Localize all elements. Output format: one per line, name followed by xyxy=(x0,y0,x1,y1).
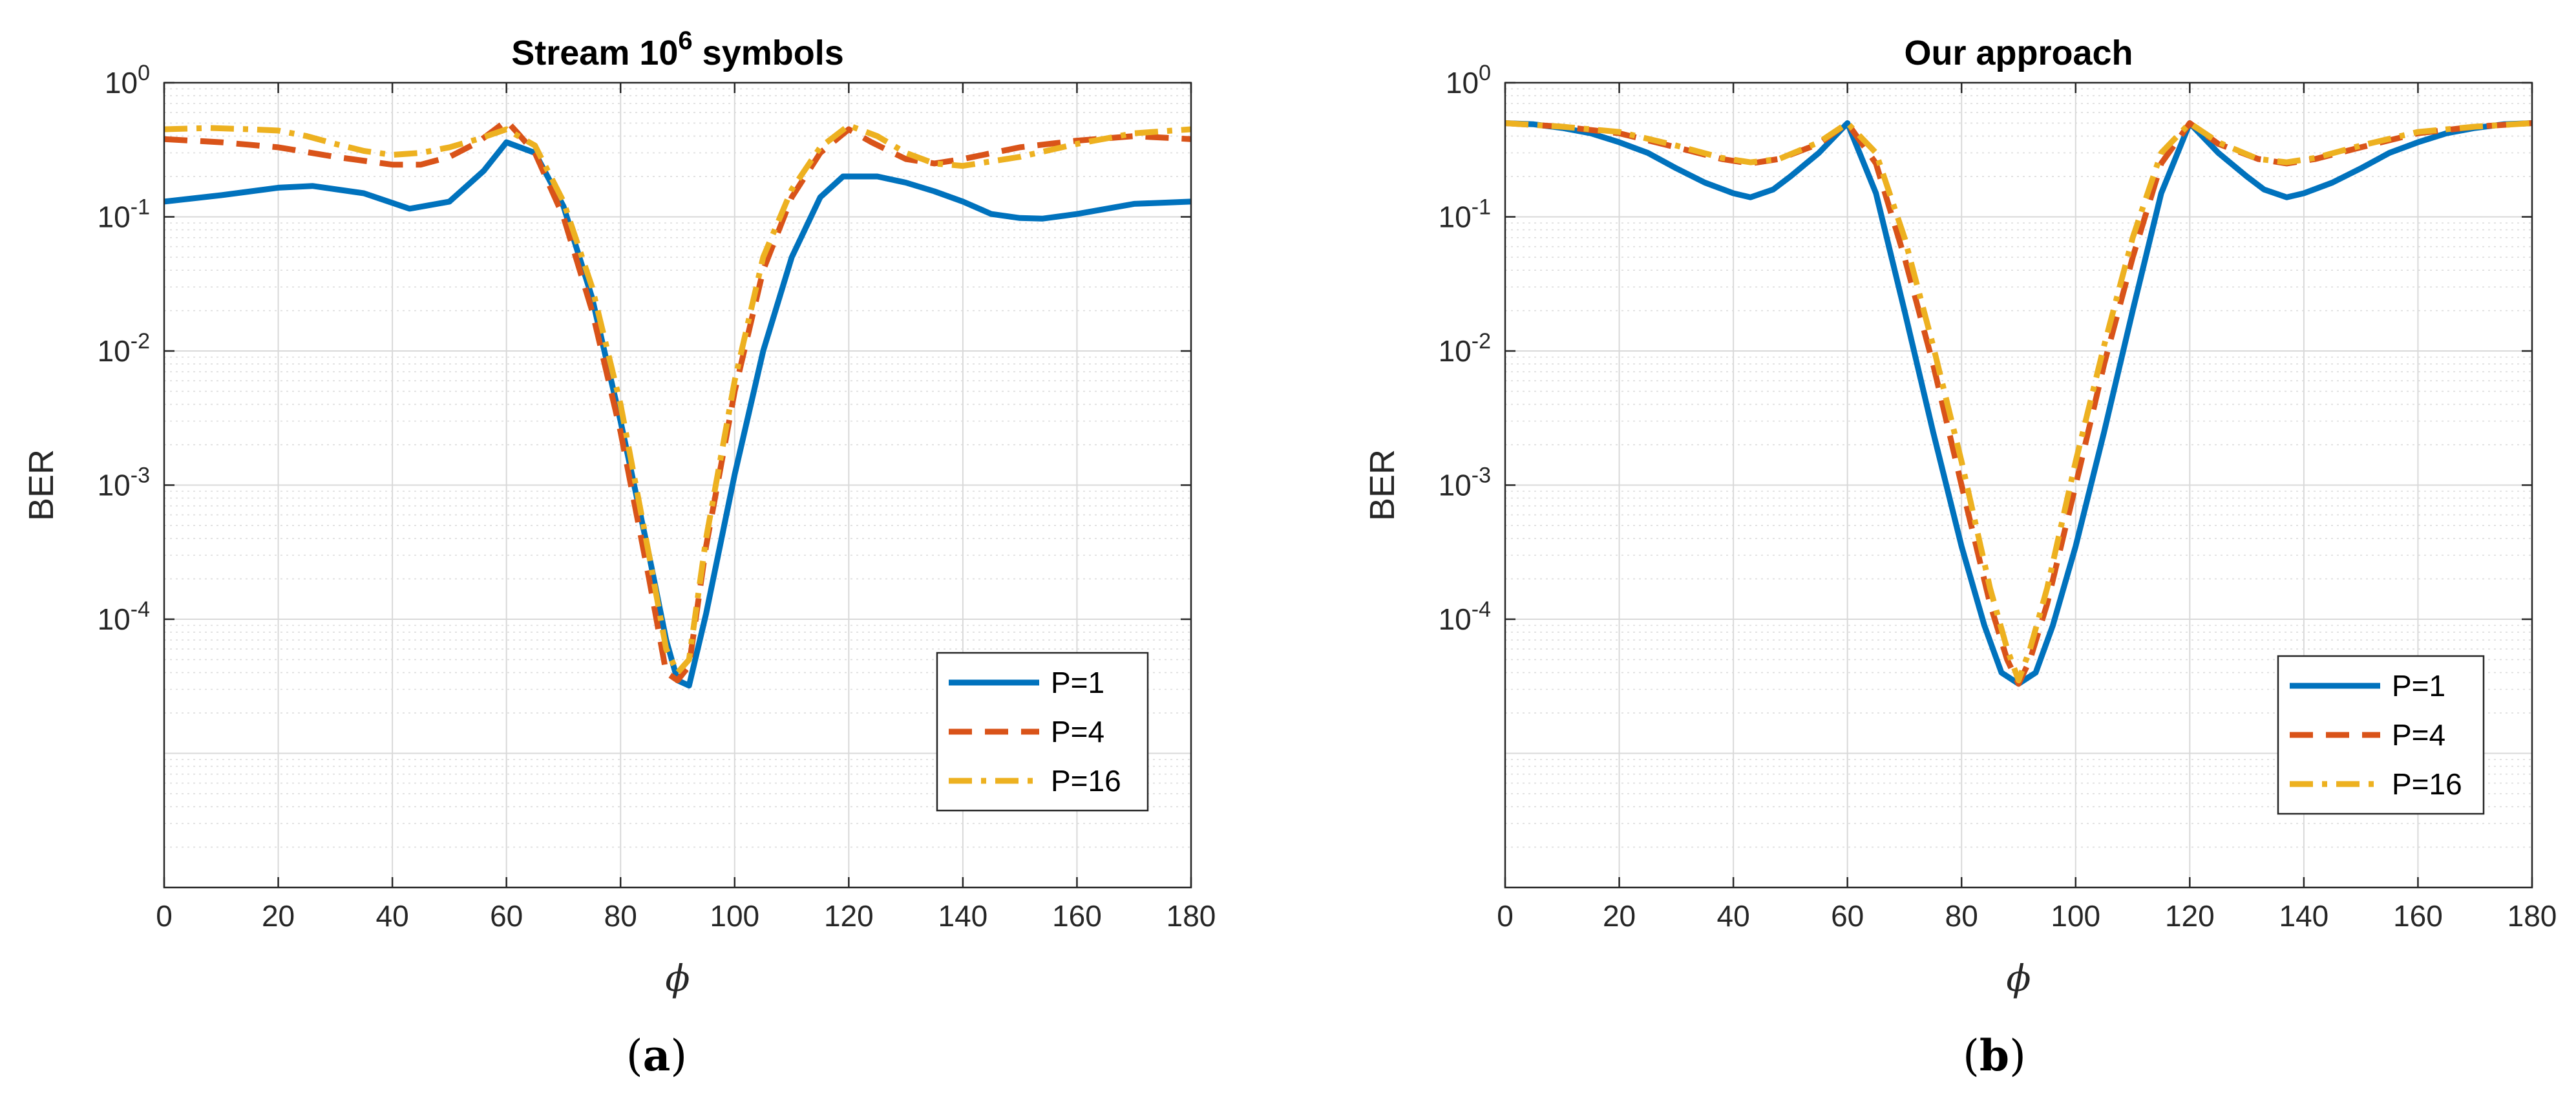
panel-b-x-tick-label: 0 xyxy=(1497,899,1514,933)
panel-a-x-tick-label: 80 xyxy=(604,899,637,933)
panel-a-x-tick-label: 100 xyxy=(710,899,759,933)
panel-b-x-tick-label: 80 xyxy=(1945,899,1978,933)
panel-b-chart: 0 20 40 60 80 100 120 140 160 180 100 10-1 10-2 10-3 1… xyxy=(1363,34,2557,1081)
panel-a-y-tick-label: 10-2 xyxy=(98,329,150,368)
panel-b-x-tick-label: 160 xyxy=(2393,899,2443,933)
panel-a-legend: P=1 P=4 P=16 xyxy=(936,652,1149,812)
panel-a-y-axis-label: BER xyxy=(22,449,61,521)
panel-a-caption: (a) xyxy=(626,1030,687,1081)
panel-b-x-tick-label: 180 xyxy=(2507,899,2557,933)
panel-b-legend: P=1 P=4 P=16 xyxy=(2277,655,2485,815)
panel-a-x-tick-label: 140 xyxy=(938,899,988,933)
panel-a-y-tick-label: 10-1 xyxy=(98,195,150,234)
panel-b-y-tick-label: 100 xyxy=(1446,61,1491,100)
panel-b-series-line-p16 xyxy=(1504,120,2533,684)
panel-a-x-tick-label: 60 xyxy=(490,899,523,933)
panel-b-y-tick-label: 10-1 xyxy=(1439,195,1491,234)
panel-a-series-group xyxy=(164,118,1192,689)
panel-a-y-tick-label: 10-4 xyxy=(98,597,150,636)
panel-a-legend-label: P=1 xyxy=(1051,666,1104,699)
panel-a-legend-box xyxy=(936,652,1149,812)
panel-b-x-tick-label: 20 xyxy=(1603,899,1636,933)
panel-a-series-line-p1 xyxy=(164,139,1192,689)
panel-b-legend-label: P=4 xyxy=(2392,718,2445,752)
panel-b-x-tick-label: 60 xyxy=(1831,899,1864,933)
panel-a-series-line-p16 xyxy=(164,122,1192,676)
panel-a-x-tick-label: 20 xyxy=(262,899,295,933)
panel-b-x-axis-label: ϕ xyxy=(2006,958,2031,1000)
panel-a-x-tick-label: 120 xyxy=(824,899,874,933)
panel-b-caption: (b) xyxy=(1963,1030,2026,1081)
panel-b-legend-label: P=16 xyxy=(2392,767,2462,801)
panel-a-x-axis-label: ϕ xyxy=(665,958,690,1000)
panel-a-x-tick-label: 0 xyxy=(156,899,173,933)
panel-b-y-tick-label: 10-4 xyxy=(1439,597,1491,636)
panel-a-legend-label: P=16 xyxy=(1051,764,1121,798)
panel-a-legend-label: P=4 xyxy=(1051,715,1104,748)
panel-b-x-tick-label: 40 xyxy=(1717,899,1750,933)
panel-a-grid xyxy=(164,83,1191,887)
panel-a-y-tick-label: 10-3 xyxy=(98,463,150,502)
panel-b-legend-label: P=1 xyxy=(2392,669,2445,703)
panel-b-y-tick-label: 10-3 xyxy=(1439,463,1491,502)
panel-a-x-tick-label: 180 xyxy=(1167,899,1216,933)
panel-a-x-tick-label: 40 xyxy=(376,899,409,933)
panel-a-y-tick-label: 100 xyxy=(105,61,150,100)
panel-b-y-axis-label: BER xyxy=(1363,449,1402,521)
panel-b-title: Our approach xyxy=(1904,34,2133,72)
panel-b-y-tick-label: 10-2 xyxy=(1439,329,1491,368)
panel-a-title: Stream 106 symbols xyxy=(511,27,844,72)
panel-b-x-tick-label: 140 xyxy=(2279,899,2329,933)
panel-b-x-tick-label: 100 xyxy=(2051,899,2100,933)
panel-b-series-group xyxy=(1504,120,2533,687)
panel-a-series-line-p4 xyxy=(164,118,1192,684)
panel-a-chart: 0 20 40 60 80 100 120 140 160 180 100 10-1 10-2 10-3 1… xyxy=(22,27,1216,1081)
panel-a-x-tick-label: 160 xyxy=(1052,899,1102,933)
panel-b-x-tick-label: 120 xyxy=(2165,899,2215,933)
